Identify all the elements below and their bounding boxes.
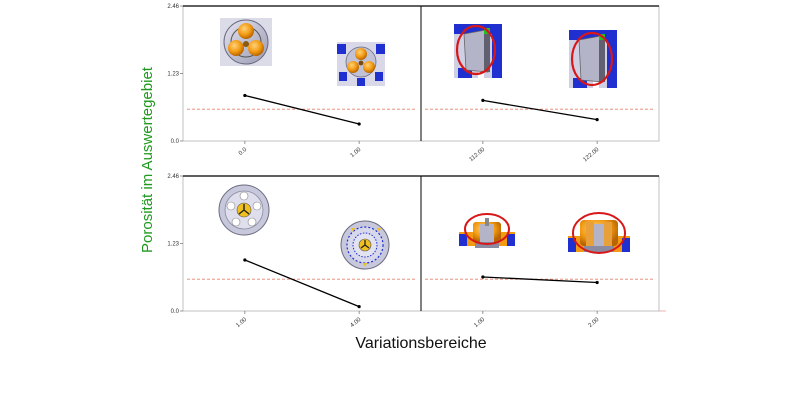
y-tick-label: 0.0 — [171, 309, 180, 315]
x-tick-label: 2.00 — [588, 317, 601, 330]
y-axis-label: Porosität im Auswertegebiet — [139, 66, 156, 253]
x-tick-label: 1.00 — [473, 317, 486, 330]
data-point — [595, 117, 599, 122]
data-point — [595, 280, 599, 285]
x-tick-label: 1.00 — [350, 147, 363, 160]
series-line — [482, 276, 598, 284]
data-point — [481, 98, 485, 102]
component-side-view-red-ellipse — [568, 212, 630, 254]
y-tick-label: 0.0 — [171, 139, 180, 145]
x-axis-label: Variationsbereiche — [355, 335, 486, 352]
data-point — [357, 122, 361, 126]
wheel-rim-front-view — [218, 184, 270, 236]
y-tick-label: 2.46 — [167, 4, 179, 10]
x-tick-label: 0.0 — [238, 147, 249, 157]
series-line — [244, 94, 360, 125]
data-point — [481, 275, 485, 279]
data-point — [243, 93, 247, 98]
wheel-rim-blue-front-view — [340, 220, 390, 270]
data-point — [243, 258, 247, 262]
y-tick-label: 2.46 — [167, 174, 179, 180]
wheel-hub-orange-top-view — [220, 18, 272, 66]
data-point — [357, 305, 361, 309]
x-tick-label: 1.00 — [235, 317, 248, 330]
component-side-view-red-ellipse — [459, 213, 515, 248]
x-tick-label: 4.00 — [350, 317, 363, 330]
series-line — [244, 259, 360, 308]
y-tick-label: 1.23 — [167, 242, 179, 248]
cylinder-section-red-circle — [454, 24, 502, 78]
series-line — [482, 99, 598, 121]
cylinder-section-red-circle — [569, 30, 617, 88]
wheel-hub-orange-blue-top-view — [337, 42, 385, 86]
x-tick-label: 122.00 — [582, 147, 600, 164]
panel-frame — [182, 5, 422, 142]
x-tick-label: 112.00 — [469, 147, 487, 164]
y-tick-label: 1.23 — [167, 72, 179, 78]
